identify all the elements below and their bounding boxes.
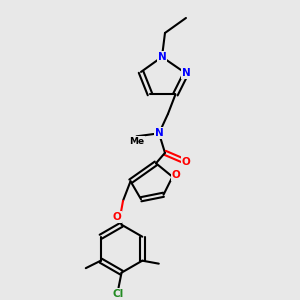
Text: N: N [158,52,166,62]
Text: Me: Me [129,137,144,146]
Text: O: O [112,212,121,222]
Text: N: N [154,128,164,138]
Text: O: O [182,157,190,167]
Text: N: N [182,68,190,78]
Text: O: O [172,170,180,180]
Text: Cl: Cl [113,289,124,298]
